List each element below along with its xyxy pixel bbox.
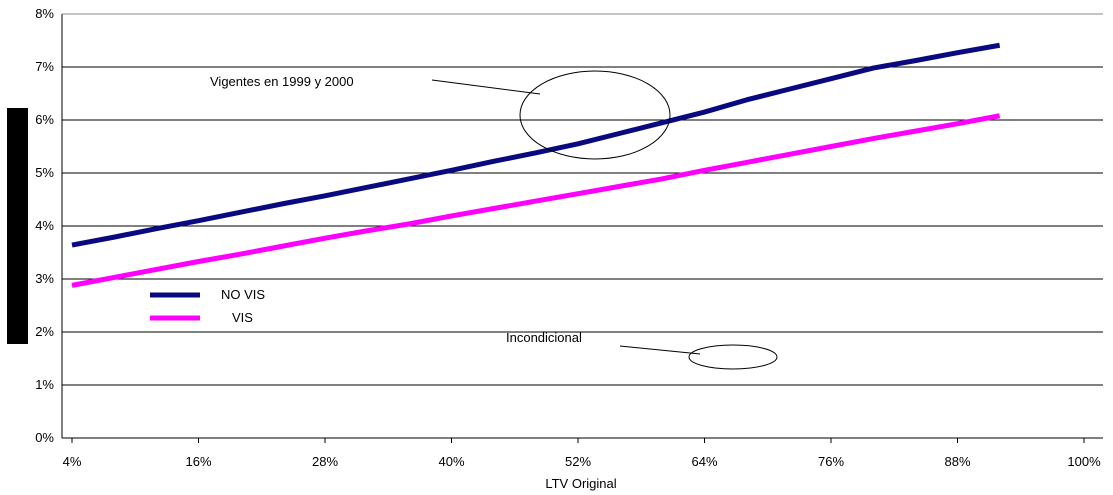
x-tick-labels: 4% 16% 28% 40% 52% 64% 76% 88% 100% bbox=[63, 438, 1101, 469]
x-tick-label: 40% bbox=[438, 454, 464, 469]
annotation-vigentes-text: Vigentes en 1999 y 2000 bbox=[210, 74, 354, 89]
y-tick-label: 4% bbox=[35, 218, 54, 233]
y-tick-label: 0% bbox=[35, 430, 54, 445]
y-tick-labels: 0% 1% 2% 3% 4% 5% 6% 7% 8% bbox=[35, 6, 54, 445]
annotation-vigentes-ellipse bbox=[519, 70, 671, 160]
annotation-vigentes-pointer bbox=[431, 79, 541, 95]
x-tick-label: 76% bbox=[818, 454, 844, 469]
y-tick-label: 3% bbox=[35, 271, 54, 286]
series-lines bbox=[71, 42, 1001, 288]
x-axis-title: LTV Original bbox=[545, 476, 616, 491]
gridlines bbox=[61, 13, 1103, 439]
x-tick-label: 16% bbox=[185, 454, 211, 469]
y-tick-label: 6% bbox=[35, 112, 54, 127]
x-tick-label: 28% bbox=[312, 454, 338, 469]
legend: NO VIS VIS bbox=[150, 287, 265, 325]
x-tick-label: 52% bbox=[565, 454, 591, 469]
annotation-vigentes: Vigentes en 1999 y 2000 bbox=[210, 70, 671, 160]
x-tick-label: 4% bbox=[63, 454, 82, 469]
x-tick-label: 88% bbox=[944, 454, 970, 469]
y-tick-label: 5% bbox=[35, 165, 54, 180]
y-tick-label: 2% bbox=[35, 324, 54, 339]
annotation-incondicional: Incondicional bbox=[506, 330, 778, 370]
annotation-incondicional-text: Incondicional bbox=[506, 330, 582, 345]
y-tick-label: 8% bbox=[35, 6, 54, 21]
annotation-incondicional-pointer bbox=[619, 345, 701, 355]
series-line-vis bbox=[71, 113, 1001, 288]
legend-label-no-vis: NO VIS bbox=[221, 287, 265, 302]
annotation-incondicional-ellipse bbox=[688, 344, 778, 370]
y-tick-label: 7% bbox=[35, 59, 54, 74]
left-black-bar bbox=[7, 108, 28, 344]
x-tick-label: 100% bbox=[1067, 454, 1101, 469]
y-tick-label: 1% bbox=[35, 377, 54, 392]
series-line-no-vis bbox=[71, 42, 1001, 248]
x-tick-label: 64% bbox=[691, 454, 717, 469]
legend-label-vis: VIS bbox=[232, 310, 253, 325]
